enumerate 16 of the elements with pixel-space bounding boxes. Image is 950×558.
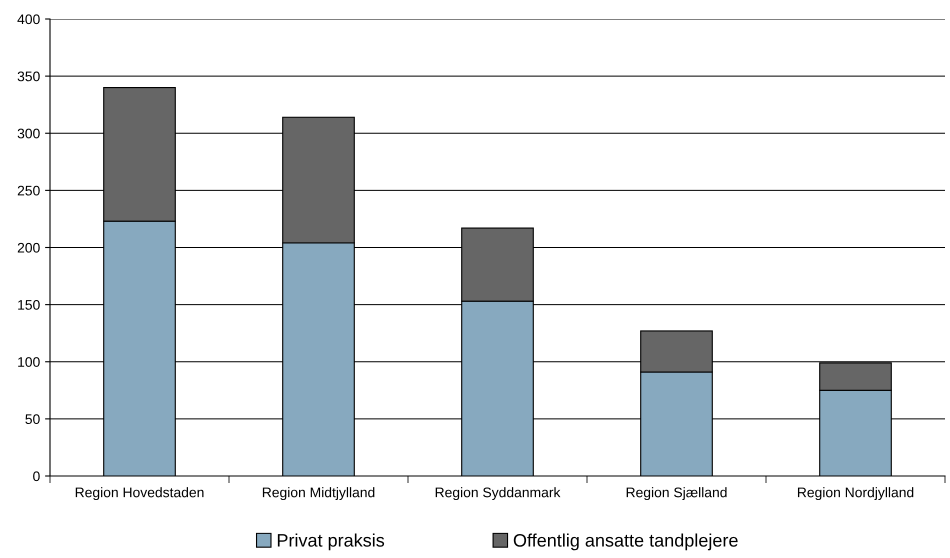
x-tick-label: Region Nordjylland bbox=[798, 487, 914, 500]
x-tick-label: Region Sjælland bbox=[626, 487, 727, 500]
y-tick-label: 100 bbox=[18, 357, 40, 367]
y-tick-label: 200 bbox=[18, 242, 40, 253]
x-tick-label: Region Hovedstaden bbox=[76, 487, 204, 500]
y-tick-label: 0 bbox=[33, 471, 40, 482]
y-tick-label: 350 bbox=[18, 71, 40, 82]
y-tick-label: 50 bbox=[25, 414, 40, 424]
y-tick-label: 300 bbox=[18, 128, 40, 138]
x-tick-label: Region Syddanmark bbox=[436, 487, 560, 500]
x-tick-label: Region Midtjylland bbox=[262, 487, 374, 500]
y-tick-label: 250 bbox=[18, 186, 40, 196]
legend-label: Privat praksis bbox=[278, 533, 384, 550]
legend-label: Offentlig ansatte tandplejere bbox=[514, 533, 738, 550]
y-tick-label: 150 bbox=[18, 300, 40, 310]
y-tick-label: 400 bbox=[17, 14, 40, 24]
